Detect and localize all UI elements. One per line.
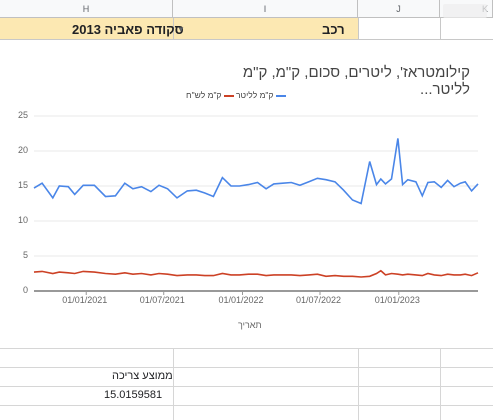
y-tick-label: 0 bbox=[22, 285, 28, 295]
y-tick-label: 15 bbox=[17, 180, 28, 190]
column-header-label: J bbox=[396, 3, 401, 14]
cell-divider bbox=[173, 18, 174, 40]
column-header-h[interactable]: H bbox=[0, 0, 173, 18]
row-divider bbox=[358, 39, 493, 40]
cell-divider bbox=[440, 18, 441, 40]
column-header-i[interactable]: I bbox=[173, 0, 358, 18]
x-tick-label: 01/01/2023 bbox=[374, 295, 420, 305]
y-tick-label: 10 bbox=[17, 215, 28, 225]
site-logo bbox=[443, 4, 487, 18]
column-header-label: I bbox=[263, 3, 267, 14]
row-divider bbox=[0, 386, 493, 387]
header-row bbox=[0, 18, 358, 40]
legend-item-km-per-shekel[interactable]: ק"מ לש"ח bbox=[186, 90, 234, 100]
column-header-j[interactable]: J bbox=[358, 0, 440, 18]
dropdown-arrow-icon[interactable]: ▼ bbox=[177, 25, 185, 34]
car-model-cell[interactable]: סקודה פאביה 2013 bbox=[72, 22, 184, 37]
series-line-km-per-shekel[interactable] bbox=[33, 269, 479, 278]
y-tick-label: 25 bbox=[17, 110, 28, 120]
col-divider bbox=[173, 348, 174, 420]
car-label-cell[interactable]: רכב bbox=[322, 22, 345, 37]
legend-swatch bbox=[223, 94, 234, 97]
legend-label: ק"מ לליטר bbox=[236, 90, 274, 100]
row-divider bbox=[0, 367, 493, 368]
x-tick-label: 01/01/2022 bbox=[218, 295, 264, 305]
x-axis-label: תאריך bbox=[238, 320, 262, 330]
row-divider bbox=[0, 405, 493, 406]
row-divider bbox=[0, 348, 493, 349]
col-divider bbox=[358, 348, 359, 420]
chart[interactable]: קילומטראז', ליטרים, סכום, ק"מ, ק"מ לליטר… bbox=[0, 40, 493, 345]
column-header-label: H bbox=[82, 3, 90, 14]
x-tick-label: 01/07/2021 bbox=[139, 295, 185, 305]
legend-swatch bbox=[275, 94, 286, 97]
legend-item-km-per-liter[interactable]: ק"מ לליטר bbox=[236, 90, 286, 100]
cell-divider bbox=[358, 18, 359, 40]
y-tick-label: 5 bbox=[22, 250, 28, 260]
avg-consumption-label[interactable]: ממוצע צריכה bbox=[112, 370, 173, 382]
col-divider bbox=[440, 348, 441, 420]
legend-label: ק"מ לש"ח bbox=[186, 90, 222, 100]
x-tick-label: 01/07/2022 bbox=[296, 295, 342, 305]
series-line-km-per-liter[interactable] bbox=[33, 138, 479, 205]
line-plot bbox=[33, 115, 479, 295]
y-tick-label: 20 bbox=[17, 145, 28, 155]
avg-consumption-value[interactable]: 15.0159581 bbox=[104, 389, 163, 401]
x-tick-label: 01/01/2021 bbox=[62, 295, 108, 305]
chart-title: קילומטראז', ליטרים, סכום, ק"מ, ק"מ לליטר… bbox=[242, 64, 470, 98]
